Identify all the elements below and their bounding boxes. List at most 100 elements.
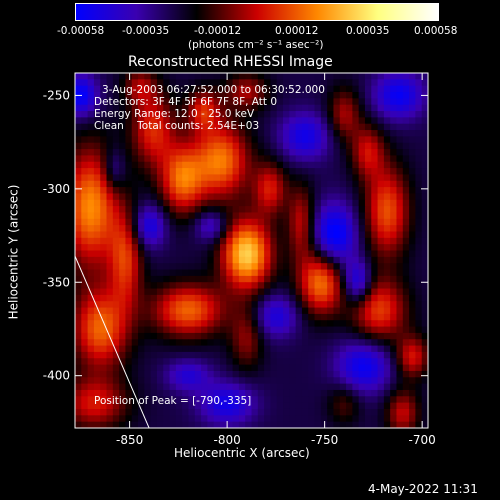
heatmap-cell: [125, 326, 133, 334]
heatmap-cell: [295, 149, 303, 156]
heatmap-cell: [219, 351, 227, 359]
heatmap-cell: [150, 408, 158, 416]
heatmap-cell: [87, 250, 95, 258]
heatmap-cell: [421, 111, 428, 118]
heatmap-cell: [346, 79, 353, 87]
heatmap-cell: [276, 117, 284, 125]
heatmap-cell: [87, 364, 95, 372]
heatmap-cell: [201, 117, 208, 125]
heatmap-cell: [245, 358, 252, 366]
heatmap-cell: [283, 275, 290, 283]
heatmap-cell: [415, 117, 423, 125]
heatmap-cell: [75, 250, 82, 258]
heatmap-cell: [415, 79, 423, 87]
heatmap-cell: [270, 377, 278, 385]
heatmap-cell: [138, 123, 145, 131]
heatmap-cell: [283, 415, 290, 423]
heatmap-cell: [308, 326, 315, 334]
heatmap-cell: [207, 250, 215, 258]
heatmap-cell: [163, 282, 170, 289]
heatmap-cell: [213, 326, 221, 334]
heatmap-cell: [163, 364, 170, 372]
heatmap-cell: [346, 421, 353, 428]
heatmap-cell: [138, 225, 145, 232]
heatmap-cell: [169, 294, 177, 302]
heatmap-cell: [257, 275, 265, 283]
heatmap-cell: [219, 231, 227, 239]
heatmap-cell: [390, 168, 397, 175]
heatmap-cell: [213, 358, 221, 366]
heatmap-cell: [182, 174, 189, 182]
heatmap-cell: [125, 206, 133, 213]
heatmap-cell: [283, 117, 290, 125]
heatmap-cell: [175, 402, 183, 410]
heatmap-cell: [346, 358, 353, 366]
heatmap-cell: [390, 225, 397, 232]
heatmap-cell: [339, 180, 347, 188]
heatmap-cell: [112, 206, 120, 213]
heatmap-cell: [364, 149, 372, 156]
heatmap-cell: [226, 206, 233, 213]
heatmap-cell: [144, 332, 152, 340]
heatmap-cell: [226, 161, 233, 169]
heatmap-cell: [87, 301, 95, 308]
heatmap-cell: [264, 237, 271, 245]
heatmap-cell: [383, 98, 391, 106]
heatmap-cell: [396, 351, 404, 359]
heatmap-cell: [245, 231, 252, 239]
heatmap-cell: [308, 275, 315, 283]
heatmap-cell: [415, 408, 423, 416]
heatmap-cell: [175, 282, 183, 289]
heatmap-cell: [207, 199, 215, 207]
heatmap-cell: [358, 351, 366, 359]
heatmap-cell: [106, 225, 114, 232]
heatmap-cell: [295, 269, 303, 277]
heatmap-cell: [93, 206, 101, 213]
heatmap-cell: [276, 79, 284, 87]
heatmap-cell: [219, 212, 227, 220]
heatmap-cell: [409, 320, 416, 327]
heatmap-cell: [87, 237, 95, 245]
heatmap-cell: [238, 313, 246, 321]
heatmap-cell: [358, 225, 366, 232]
heatmap-cell: [301, 256, 309, 264]
heatmap-cell: [119, 98, 126, 106]
heatmap-cell: [163, 73, 170, 80]
heatmap-cell: [346, 275, 353, 283]
heatmap-cell: [327, 73, 334, 80]
heatmap-cell: [219, 225, 227, 232]
heatmap-cell: [301, 111, 309, 118]
heatmap-cell: [415, 282, 423, 289]
heatmap-cell: [112, 389, 120, 397]
heatmap-cell: [87, 130, 95, 137]
heatmap-cell: [93, 98, 101, 106]
heatmap-cell: [213, 206, 221, 213]
heatmap-cell: [346, 111, 353, 118]
heatmap-cell: [138, 250, 145, 258]
heatmap-cell: [289, 288, 297, 296]
heatmap-cell: [87, 187, 95, 194]
heatmap-cell: [383, 408, 391, 416]
heatmap-cell: [81, 326, 88, 334]
heatmap-cell: [415, 421, 423, 428]
heatmap-cell: [93, 212, 101, 220]
y-axis-label: Heliocentric Y (arcsec): [6, 184, 21, 320]
heatmap-cell: [219, 339, 227, 346]
heatmap-cell: [175, 377, 183, 385]
heatmap-cell: [390, 79, 397, 87]
heatmap-cell: [371, 130, 378, 137]
heatmap-cell: [320, 123, 328, 131]
colorbar-tick-3: -0.00012: [194, 25, 242, 37]
heatmap-cell: [402, 396, 410, 404]
heatmap-cell: [377, 326, 385, 334]
heatmap-cell: [421, 212, 428, 220]
heatmap-cell: [194, 218, 202, 226]
heatmap-cell: [396, 206, 404, 213]
heatmap-cell: [320, 212, 328, 220]
heatmap-cell: [119, 85, 126, 93]
heatmap-cell: [144, 377, 152, 385]
heatmap-cell: [264, 313, 271, 321]
heatmap-cell: [283, 218, 290, 226]
heatmap-cell: [131, 256, 139, 264]
heatmap-cell: [371, 180, 378, 188]
